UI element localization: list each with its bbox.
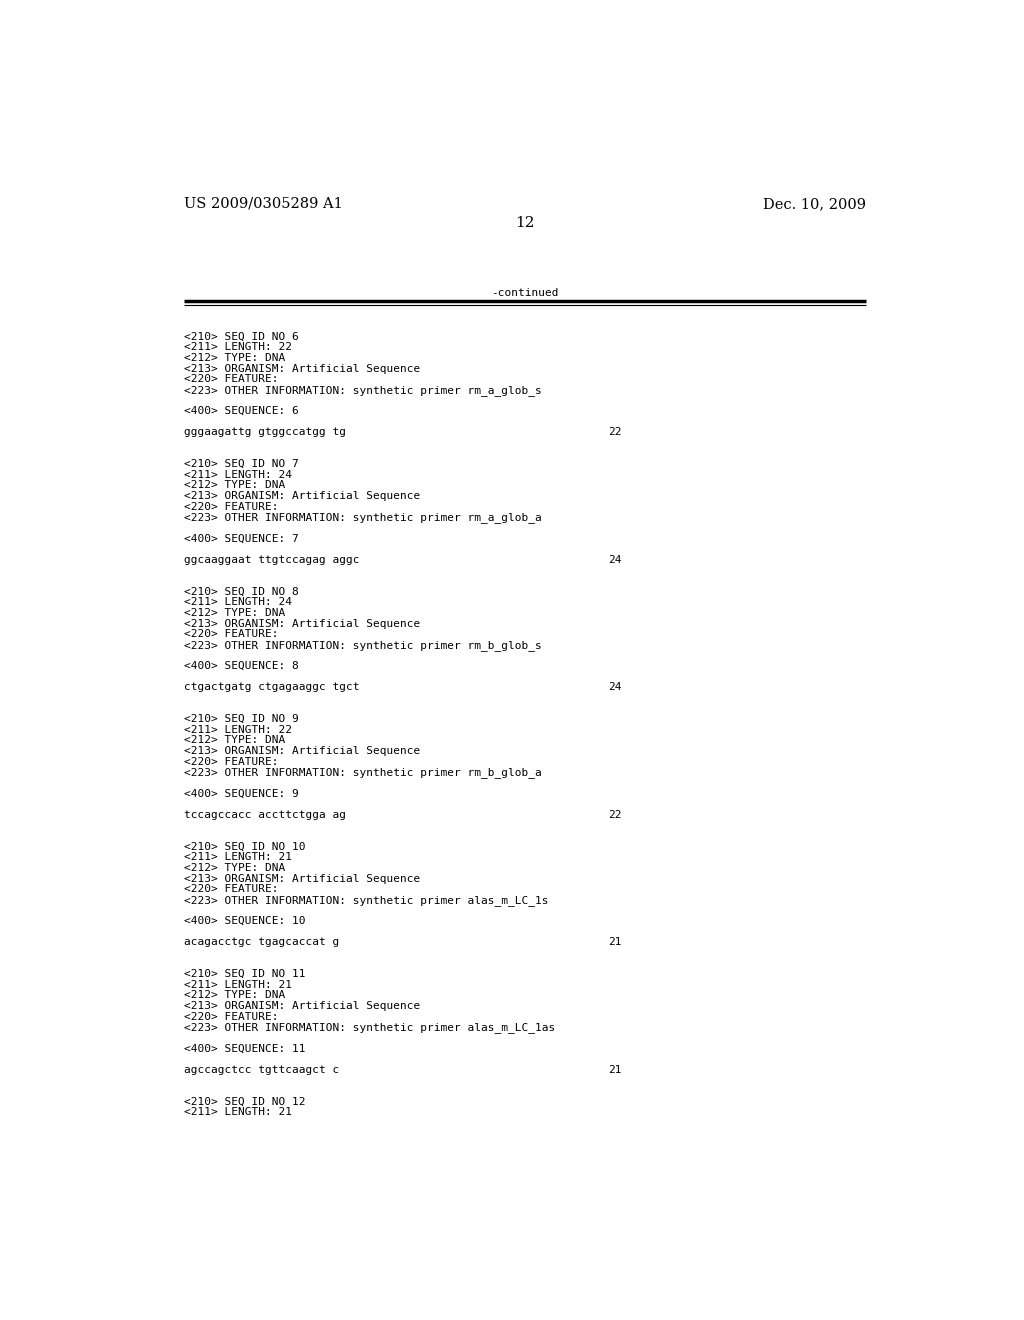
Text: <211> LENGTH: 21: <211> LENGTH: 21 bbox=[183, 853, 292, 862]
Text: <210> SEQ ID NO 9: <210> SEQ ID NO 9 bbox=[183, 714, 299, 725]
Text: 21: 21 bbox=[608, 937, 622, 948]
Text: <400> SEQUENCE: 10: <400> SEQUENCE: 10 bbox=[183, 916, 305, 927]
Text: <213> ORGANISM: Artificial Sequence: <213> ORGANISM: Artificial Sequence bbox=[183, 491, 420, 502]
Text: <223> OTHER INFORMATION: synthetic primer rm_b_glob_s: <223> OTHER INFORMATION: synthetic prime… bbox=[183, 640, 542, 651]
Text: <213> ORGANISM: Artificial Sequence: <213> ORGANISM: Artificial Sequence bbox=[183, 1001, 420, 1011]
Text: US 2009/0305289 A1: US 2009/0305289 A1 bbox=[183, 197, 343, 211]
Text: <212> TYPE: DNA: <212> TYPE: DNA bbox=[183, 735, 285, 746]
Text: 22: 22 bbox=[608, 809, 622, 820]
Text: <223> OTHER INFORMATION: synthetic primer alas_m_LC_1s: <223> OTHER INFORMATION: synthetic prime… bbox=[183, 895, 548, 906]
Text: <223> OTHER INFORMATION: synthetic primer rm_b_glob_a: <223> OTHER INFORMATION: synthetic prime… bbox=[183, 767, 542, 779]
Text: <220> FEATURE:: <220> FEATURE: bbox=[183, 374, 279, 384]
Text: <212> TYPE: DNA: <212> TYPE: DNA bbox=[183, 990, 285, 1001]
Text: <223> OTHER INFORMATION: synthetic primer rm_a_glob_s: <223> OTHER INFORMATION: synthetic prime… bbox=[183, 385, 542, 396]
Text: Dec. 10, 2009: Dec. 10, 2009 bbox=[763, 197, 866, 211]
Text: <211> LENGTH: 22: <211> LENGTH: 22 bbox=[183, 725, 292, 735]
Text: 21: 21 bbox=[608, 1065, 622, 1074]
Text: <213> ORGANISM: Artificial Sequence: <213> ORGANISM: Artificial Sequence bbox=[183, 619, 420, 628]
Text: <211> LENGTH: 22: <211> LENGTH: 22 bbox=[183, 342, 292, 352]
Text: <210> SEQ ID NO 11: <210> SEQ ID NO 11 bbox=[183, 969, 305, 979]
Text: <213> ORGANISM: Artificial Sequence: <213> ORGANISM: Artificial Sequence bbox=[183, 746, 420, 756]
Text: <211> LENGTH: 21: <211> LENGTH: 21 bbox=[183, 979, 292, 990]
Text: <211> LENGTH: 24: <211> LENGTH: 24 bbox=[183, 597, 292, 607]
Text: <212> TYPE: DNA: <212> TYPE: DNA bbox=[183, 480, 285, 491]
Text: <400> SEQUENCE: 11: <400> SEQUENCE: 11 bbox=[183, 1044, 305, 1053]
Text: -continued: -continued bbox=[492, 288, 558, 298]
Text: <212> TYPE: DNA: <212> TYPE: DNA bbox=[183, 609, 285, 618]
Text: 24: 24 bbox=[608, 682, 622, 692]
Text: gggaagattg gtggccatgg tg: gggaagattg gtggccatgg tg bbox=[183, 428, 346, 437]
Text: <210> SEQ ID NO 8: <210> SEQ ID NO 8 bbox=[183, 586, 299, 597]
Text: <211> LENGTH: 21: <211> LENGTH: 21 bbox=[183, 1107, 292, 1117]
Text: tccagccacc accttctgga ag: tccagccacc accttctgga ag bbox=[183, 809, 346, 820]
Text: agccagctcc tgttcaagct c: agccagctcc tgttcaagct c bbox=[183, 1065, 339, 1074]
Text: <213> ORGANISM: Artificial Sequence: <213> ORGANISM: Artificial Sequence bbox=[183, 363, 420, 374]
Text: <220> FEATURE:: <220> FEATURE: bbox=[183, 1011, 279, 1022]
Text: <400> SEQUENCE: 9: <400> SEQUENCE: 9 bbox=[183, 788, 299, 799]
Text: 22: 22 bbox=[608, 428, 622, 437]
Text: <211> LENGTH: 24: <211> LENGTH: 24 bbox=[183, 470, 292, 479]
Text: <220> FEATURE:: <220> FEATURE: bbox=[183, 756, 279, 767]
Text: acagacctgc tgagcaccat g: acagacctgc tgagcaccat g bbox=[183, 937, 339, 948]
Text: <400> SEQUENCE: 7: <400> SEQUENCE: 7 bbox=[183, 533, 299, 544]
Text: <210> SEQ ID NO 10: <210> SEQ ID NO 10 bbox=[183, 842, 305, 851]
Text: <400> SEQUENCE: 6: <400> SEQUENCE: 6 bbox=[183, 407, 299, 416]
Text: 24: 24 bbox=[608, 554, 622, 565]
Text: <220> FEATURE:: <220> FEATURE: bbox=[183, 502, 279, 512]
Text: <210> SEQ ID NO 7: <210> SEQ ID NO 7 bbox=[183, 459, 299, 469]
Text: <220> FEATURE:: <220> FEATURE: bbox=[183, 884, 279, 894]
Text: <213> ORGANISM: Artificial Sequence: <213> ORGANISM: Artificial Sequence bbox=[183, 874, 420, 883]
Text: <210> SEQ ID NO 12: <210> SEQ ID NO 12 bbox=[183, 1097, 305, 1106]
Text: <212> TYPE: DNA: <212> TYPE: DNA bbox=[183, 863, 285, 873]
Text: <212> TYPE: DNA: <212> TYPE: DNA bbox=[183, 352, 285, 363]
Text: ctgactgatg ctgagaaggc tgct: ctgactgatg ctgagaaggc tgct bbox=[183, 682, 359, 692]
Text: <220> FEATURE:: <220> FEATURE: bbox=[183, 630, 279, 639]
Text: ggcaaggaat ttgtccagag aggc: ggcaaggaat ttgtccagag aggc bbox=[183, 554, 359, 565]
Text: <210> SEQ ID NO 6: <210> SEQ ID NO 6 bbox=[183, 331, 299, 342]
Text: <223> OTHER INFORMATION: synthetic primer alas_m_LC_1as: <223> OTHER INFORMATION: synthetic prime… bbox=[183, 1022, 555, 1034]
Text: <400> SEQUENCE: 8: <400> SEQUENCE: 8 bbox=[183, 661, 299, 671]
Text: <223> OTHER INFORMATION: synthetic primer rm_a_glob_a: <223> OTHER INFORMATION: synthetic prime… bbox=[183, 512, 542, 523]
Text: 12: 12 bbox=[515, 216, 535, 230]
